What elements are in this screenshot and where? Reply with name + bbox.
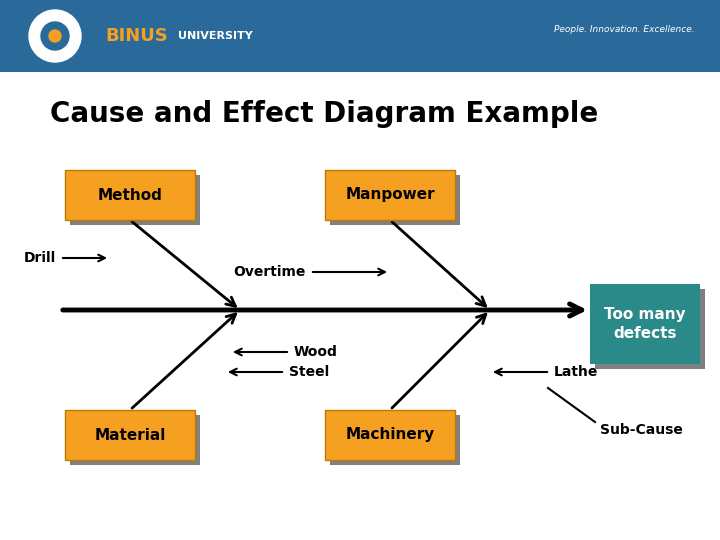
- Bar: [70, 415, 200, 465]
- Bar: [590, 284, 700, 364]
- Bar: [325, 410, 455, 460]
- Text: Drill: Drill: [24, 251, 56, 265]
- Circle shape: [49, 30, 61, 42]
- Bar: [595, 289, 705, 369]
- Circle shape: [29, 10, 81, 62]
- Bar: [65, 170, 195, 220]
- Text: Steel: Steel: [289, 365, 329, 379]
- Text: Material: Material: [94, 428, 166, 442]
- Text: Cause and Effect Diagram Example: Cause and Effect Diagram Example: [50, 100, 598, 128]
- Text: Machinery: Machinery: [346, 428, 435, 442]
- Text: Overtime: Overtime: [233, 265, 306, 279]
- Text: Method: Method: [98, 187, 163, 202]
- Text: Sub-Cause: Sub-Cause: [600, 423, 683, 437]
- Bar: [0, 0, 720, 72]
- Bar: [65, 410, 195, 460]
- Text: Manpower: Manpower: [345, 187, 435, 202]
- Bar: [330, 175, 460, 225]
- Bar: [330, 415, 460, 465]
- Text: UNIVERSITY: UNIVERSITY: [178, 31, 253, 41]
- Text: Lathe: Lathe: [554, 365, 598, 379]
- Circle shape: [41, 22, 69, 50]
- Bar: [70, 175, 200, 225]
- Text: Too many
defects: Too many defects: [604, 307, 686, 341]
- Text: People. Innovation. Excellence.: People. Innovation. Excellence.: [554, 25, 695, 35]
- Text: Wood: Wood: [294, 345, 338, 359]
- Bar: [325, 170, 455, 220]
- Text: BINUS: BINUS: [105, 27, 168, 45]
